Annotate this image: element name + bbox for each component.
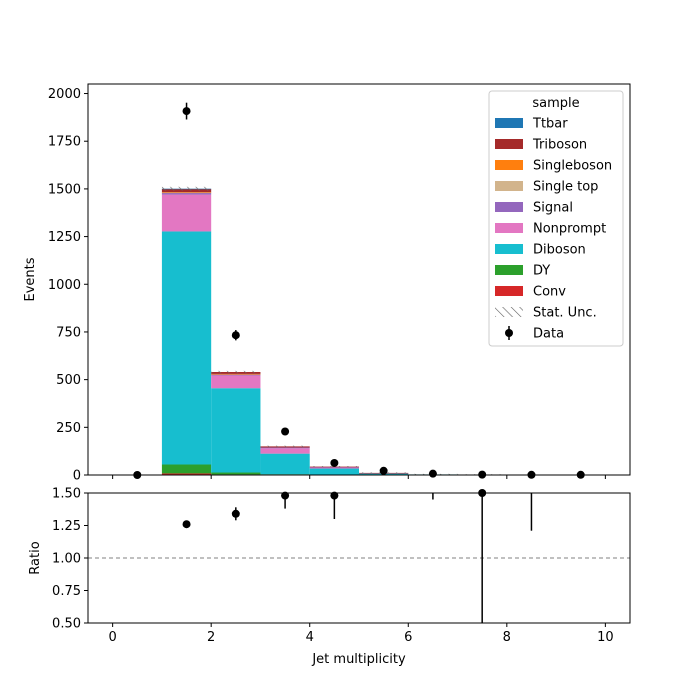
y-tick-label: 1750 — [48, 135, 81, 150]
legend-data-marker — [505, 329, 513, 337]
main-axes-frame — [87, 83, 631, 476]
ratio-panel: 0.50 0.75 1.00 1.25 1.50 0 2 4 6 8 10 Ratio Jet mult… — [28, 487, 631, 667]
data-point — [330, 458, 339, 467]
main-panel: 0 250 500 750 1000 1250 1500 1750 2000 Events — [23, 83, 631, 484]
x-tick-label: 2 — [207, 630, 215, 645]
legend-label-conv: Conv — [533, 285, 566, 300]
legend-swatch-ttbar — [495, 118, 523, 128]
ratio-point — [231, 509, 240, 518]
y-tick-label: 1000 — [48, 278, 81, 293]
x-tick-label: 8 — [503, 630, 511, 645]
y-tick-label: 1250 — [48, 230, 81, 245]
legend-label-singleboson: Singleboson — [533, 159, 612, 174]
legend-label-diboson: Diboson — [533, 243, 586, 258]
bar-nonprompt — [309, 467, 359, 469]
legend-swatch-nonprompt — [495, 223, 523, 233]
data-point — [379, 466, 388, 475]
legend-swatch-dy — [495, 265, 523, 275]
legend-label-dy: DY — [533, 264, 550, 279]
bar-diboson — [211, 388, 261, 473]
x-tick-label: 6 — [404, 630, 412, 645]
bar-single-top — [161, 192, 212, 194]
legend-swatch-diboson — [495, 244, 523, 254]
ratio-y-tick-label: 1.50 — [52, 487, 81, 502]
y-axis-title: Events — [23, 257, 38, 301]
ratio-y-tick-label: 1.25 — [52, 519, 81, 534]
x-tick-label: 4 — [306, 630, 314, 645]
legend-swatch-stat-unc — [495, 307, 523, 317]
legend-label-ttbar: Ttbar — [532, 117, 568, 132]
bar-dy — [161, 464, 212, 474]
legend-label-nonprompt: Nonprompt — [533, 222, 606, 237]
ratio-y-axis-title: Ratio — [28, 541, 43, 574]
bar-diboson — [161, 231, 212, 465]
stat-unc-band — [260, 445, 310, 448]
stat-unc-band — [211, 370, 261, 374]
bar-nonprompt — [211, 375, 261, 389]
x-tick-label: 0 — [108, 630, 116, 645]
stat-unc-band — [161, 186, 212, 191]
bar-signal — [260, 447, 310, 449]
legend-title: sample — [532, 96, 579, 111]
bar-signal — [211, 374, 261, 376]
ratio-y-tick-label: 0.75 — [52, 584, 81, 599]
legend-label-single-top: Single top — [533, 180, 598, 195]
data-point — [182, 107, 191, 116]
y-tick-label: 0 — [73, 469, 81, 484]
legend-swatch-signal — [495, 202, 523, 212]
x-tick-label: 10 — [597, 630, 614, 645]
legend-box — [488, 90, 624, 347]
bar-signal — [309, 466, 359, 468]
legend: sample Ttbar Triboson Singleboson Single top… — [488, 90, 624, 347]
bar-conv — [161, 473, 212, 475]
legend-swatch-conv — [495, 286, 523, 296]
bar-singleboson — [161, 192, 212, 193]
data-point — [428, 469, 437, 478]
bar-singleboson — [211, 373, 261, 375]
legend-label-stat-unc: Stat. Unc. — [533, 306, 597, 321]
legend-label-triboson: Triboson — [532, 138, 587, 153]
legend-label-signal: Signal — [533, 201, 573, 216]
y-tick-label: 750 — [56, 325, 81, 340]
y-tick-label: 250 — [56, 421, 81, 436]
legend-swatch-singleboson — [495, 160, 523, 170]
ratio-y-tick-label: 0.50 — [52, 617, 81, 632]
legend-label-data: Data — [533, 327, 564, 342]
legend-swatch-single-top — [495, 181, 523, 191]
data-point — [281, 427, 290, 436]
y-tick-label: 500 — [56, 373, 81, 388]
bar-nonprompt — [260, 448, 310, 454]
data-point — [231, 331, 240, 340]
bar-diboson — [260, 453, 310, 475]
ratio-y-tick-label: 1.00 — [52, 552, 81, 567]
y-tick-label: 2000 — [48, 87, 81, 102]
bar-nonprompt — [161, 194, 212, 232]
ratio-point — [182, 520, 191, 529]
bar-dy — [211, 472, 261, 475]
bar-signal — [161, 192, 212, 195]
bar-diboson — [309, 468, 359, 475]
x-axis-title: Jet multiplicity — [311, 652, 406, 667]
ratio-point — [330, 491, 339, 500]
ratio-point — [281, 491, 290, 500]
y-tick-label: 1500 — [48, 182, 81, 197]
legend-swatch-triboson — [495, 139, 523, 149]
